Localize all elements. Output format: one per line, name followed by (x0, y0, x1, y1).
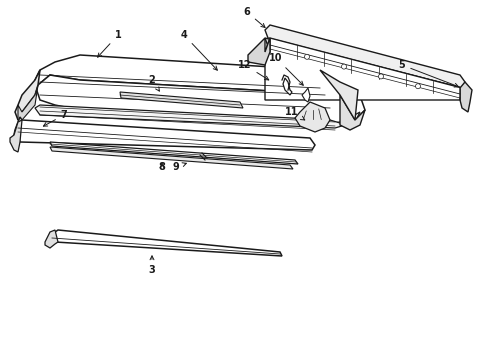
Text: 9: 9 (172, 162, 186, 172)
Text: 12: 12 (238, 60, 269, 80)
Polygon shape (248, 38, 270, 65)
Circle shape (378, 74, 384, 79)
Text: 4: 4 (181, 30, 218, 70)
Polygon shape (265, 38, 465, 100)
Polygon shape (45, 230, 58, 248)
Text: 5: 5 (399, 60, 458, 87)
Text: 7: 7 (44, 110, 68, 126)
Polygon shape (265, 38, 462, 100)
Text: 8: 8 (159, 162, 166, 172)
Polygon shape (10, 120, 22, 152)
Polygon shape (302, 88, 310, 102)
Text: 6: 6 (244, 7, 265, 27)
Polygon shape (14, 117, 315, 150)
Text: 11: 11 (285, 107, 305, 120)
Polygon shape (265, 25, 465, 88)
Polygon shape (120, 92, 243, 108)
Polygon shape (35, 75, 365, 125)
Polygon shape (18, 85, 38, 120)
Text: 10: 10 (269, 53, 303, 85)
Text: 1: 1 (98, 30, 122, 57)
Polygon shape (35, 55, 358, 95)
Polygon shape (460, 82, 472, 112)
Circle shape (416, 84, 420, 89)
Polygon shape (320, 70, 358, 120)
Polygon shape (50, 230, 282, 256)
Circle shape (304, 54, 310, 59)
Polygon shape (15, 70, 40, 120)
Text: 3: 3 (148, 256, 155, 275)
Polygon shape (35, 105, 360, 128)
Polygon shape (295, 102, 330, 132)
Polygon shape (340, 95, 365, 130)
Polygon shape (50, 142, 298, 164)
Polygon shape (50, 147, 293, 169)
Circle shape (342, 64, 346, 69)
Text: 2: 2 (148, 75, 159, 91)
Polygon shape (283, 78, 292, 95)
